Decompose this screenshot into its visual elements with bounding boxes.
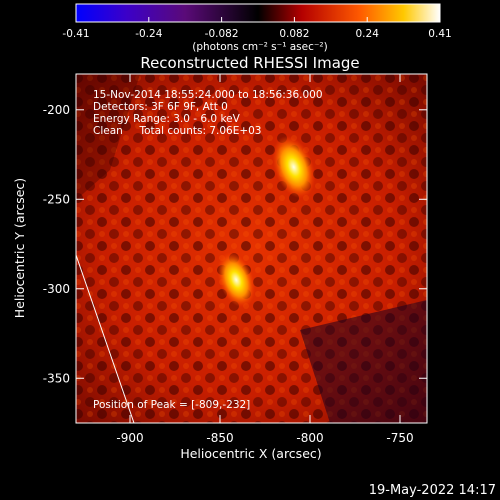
colorbar-tick-label: 0.41: [428, 28, 451, 40]
dark-lower-right-region: [300, 300, 427, 423]
emission-sources: [217, 135, 316, 308]
x-tick-label: -850: [206, 431, 233, 445]
x-tick-label: -750: [386, 431, 413, 445]
colorbar-tick-label: -0.24: [135, 28, 162, 40]
y-tick-label: -350: [43, 371, 70, 385]
y-tick-label: -250: [43, 192, 70, 206]
colorbar-tick-label: -0.41: [62, 28, 89, 40]
solar-limb-line: [76, 254, 135, 423]
emission-source-1: [272, 135, 316, 199]
annotation-detectors: Detectors: 3F 6F 9F, Att 0: [93, 101, 228, 113]
footer-date: 19-May-2022 14:17: [369, 483, 496, 498]
colorbar-tick-label: 0.082: [279, 28, 309, 40]
colorbar-label: (photons cm⁻² s⁻¹ asec⁻²): [192, 41, 327, 53]
plot-frame: [75, 73, 428, 424]
y-tick-label: -200: [43, 103, 70, 117]
annotation-total-counts: Clean Total counts: 7.06E+03: [93, 125, 262, 137]
x-tick-label: -900: [116, 431, 143, 445]
annotations: 15-Nov-2014 18:55:24.000 to 18:56:36.000…: [93, 89, 323, 411]
y-axis: -200 -250 -300 -350: [43, 103, 427, 385]
x-tick-label: -800: [296, 431, 323, 445]
colorbar: -0.41 -0.24 -0.082 0.082 0.24 0.41 (photons c…: [62, 3, 452, 53]
peak-position-label: Position of Peak = [-809,-232]: [93, 399, 250, 411]
chart-title: Reconstructed RHESSI Image: [140, 54, 359, 72]
y-tick-label: -300: [43, 282, 70, 296]
x-axis-label: Heliocentric X (arcsec): [180, 446, 321, 461]
x-axis: -900 -850 -800 -750: [116, 74, 414, 445]
annotation-time-range: 15-Nov-2014 18:55:24.000 to 18:56:36.000: [93, 89, 323, 101]
plot-area: [76, 74, 427, 423]
colorbar-tick-label: -0.082: [205, 28, 239, 40]
colorbar-gradient: [75, 3, 441, 23]
dark-upper-left-region: [76, 74, 140, 200]
colorbar-tick-label: 0.24: [356, 28, 380, 40]
emission-source-2: [217, 252, 256, 308]
colorbar-ticks: -0.41 -0.24 -0.082 0.082 0.24 0.41: [62, 17, 452, 40]
annotation-energy-range: Energy Range: 3.0 - 6.0 keV: [93, 113, 241, 125]
y-axis-label: Heliocentric Y (arcsec): [12, 178, 27, 318]
